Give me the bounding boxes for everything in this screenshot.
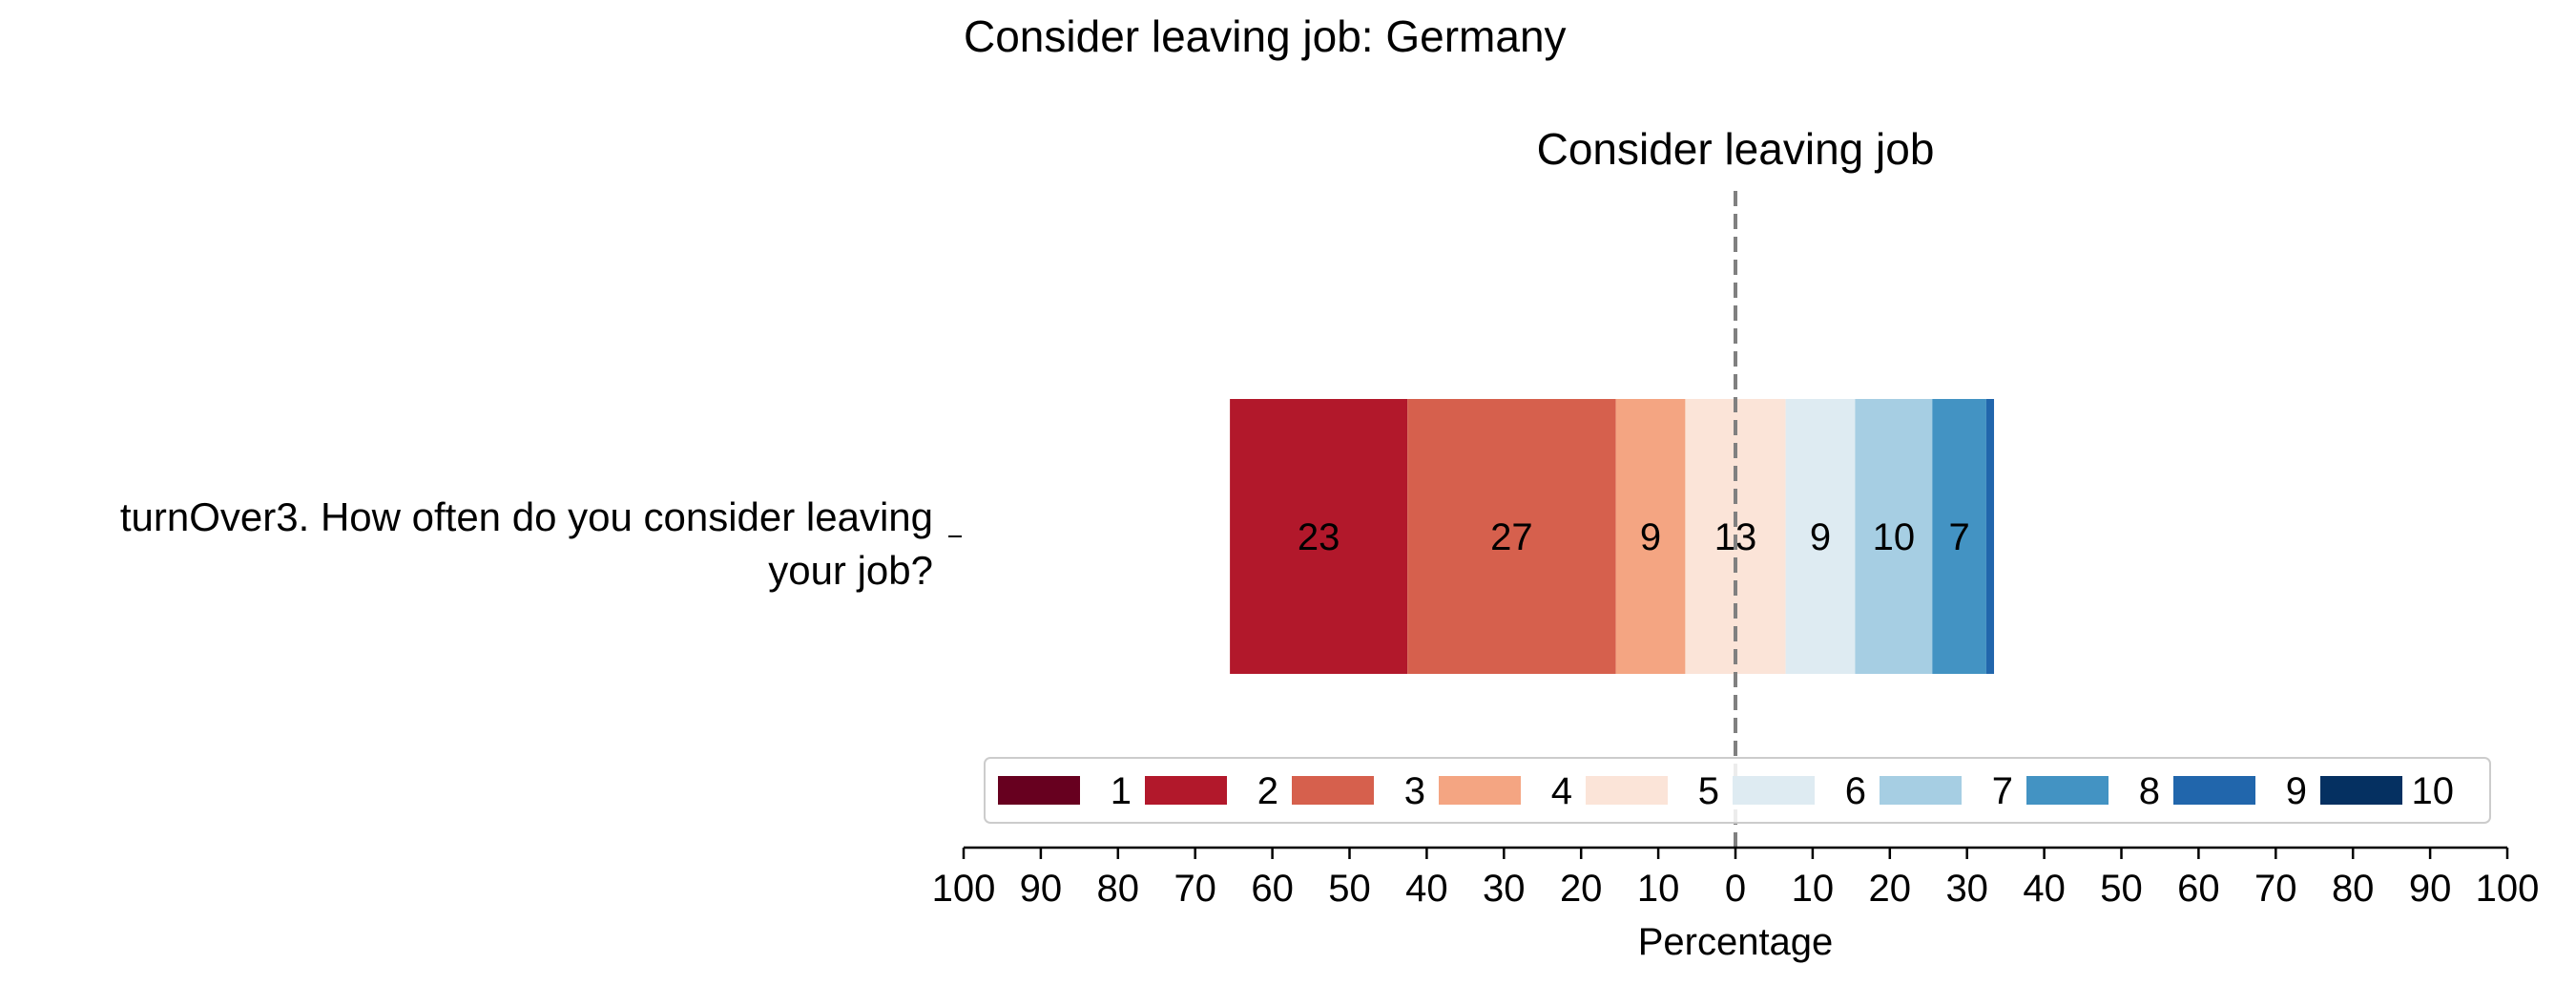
x-tick-label: 60: [2177, 868, 2220, 910]
bar-segment-label-2: 23: [1298, 516, 1340, 558]
bar-segment-label-7: 10: [1873, 516, 1916, 558]
legend-swatch-4: [1439, 776, 1521, 805]
bar-segment-label-3: 27: [1490, 516, 1533, 558]
legend-label-5: 5: [1698, 770, 1719, 812]
bar-segment-label-6: 9: [1810, 516, 1831, 558]
legend-label-1: 1: [1111, 770, 1132, 812]
legend-swatch-1: [998, 776, 1080, 805]
legend-label-4: 4: [1551, 770, 1572, 812]
legend-label-2: 2: [1257, 770, 1278, 812]
legend-swatch-10: [2320, 776, 2402, 805]
legend-label-7: 7: [1992, 770, 2013, 812]
x-axis-label: Percentage: [1638, 921, 1834, 963]
x-tick-label: 100: [2476, 868, 2540, 910]
category-label-line-1: turnOver3. How often do you consider lea…: [120, 494, 933, 539]
chart-title: Consider leaving job: Germany: [964, 11, 1567, 61]
x-tick-label: 60: [1251, 868, 1294, 910]
legend-swatch-2: [1145, 776, 1227, 805]
bar-segment-7: [1855, 399, 1933, 674]
x-tick-label: 80: [1097, 868, 1140, 910]
legend-label-6: 6: [1845, 770, 1866, 812]
legend-label-10: 10: [2412, 770, 2455, 812]
x-tick-label: 50: [1328, 868, 1371, 910]
x-tick-label: 10: [1637, 868, 1680, 910]
bar-segment-6: [1785, 399, 1856, 674]
bar-segment-label-8: 7: [1948, 516, 1969, 558]
legend-label-8: 8: [2139, 770, 2160, 812]
x-tick-label: 70: [2254, 868, 2297, 910]
x-tick-label: 10: [1792, 868, 1835, 910]
legend-swatch-3: [1292, 776, 1374, 805]
x-tick-label: 30: [1483, 868, 1526, 910]
legend-swatch-8: [2026, 776, 2109, 805]
x-tick-label: 70: [1174, 868, 1216, 910]
x-tick-label: 0: [1725, 868, 1746, 910]
category-label-line-2: your job?: [768, 548, 933, 593]
x-axis: 100 90 80 70 60 50 40 30 20 10 0 10 20 30 40 50 60 70 80 90…: [932, 846, 2540, 910]
legend-swatch-7: [1880, 776, 1962, 805]
bar-segment-9: [1985, 399, 1995, 674]
x-tick-label: 50: [2100, 868, 2143, 910]
x-tick-label: 90: [1020, 868, 1063, 910]
x-tick-label: 20: [1560, 868, 1603, 910]
x-tick-label: 90: [2409, 868, 2452, 910]
x-tick-label: 40: [2023, 868, 2066, 910]
legend-swatch-5: [1586, 776, 1668, 805]
bar-segment-4: [1615, 399, 1686, 674]
bar-segment-label-4: 9: [1640, 516, 1661, 558]
x-tick-label: 80: [2332, 868, 2375, 910]
bar-segment-2: [1230, 399, 1408, 674]
panel-title: Consider leaving job: [1537, 124, 1935, 174]
x-tick-label: 30: [1945, 868, 1988, 910]
bars-layer: 23 27 9 13 9 10 7: [1230, 399, 1995, 674]
legend-label-9: 9: [2286, 770, 2307, 812]
x-tick-label: 100: [932, 868, 996, 910]
legend-label-3: 3: [1404, 770, 1425, 812]
x-tick-label: 20: [1869, 868, 1912, 910]
legend-swatch-9: [2173, 776, 2255, 805]
x-tick-label: 40: [1405, 868, 1448, 910]
legend: 1 2 3 4 5 6 7 8 9 10: [984, 757, 2491, 824]
bar-segment-3: [1407, 399, 1616, 674]
legend-swatch-6: [1733, 776, 1815, 805]
bar-segment-8: [1932, 399, 1986, 674]
